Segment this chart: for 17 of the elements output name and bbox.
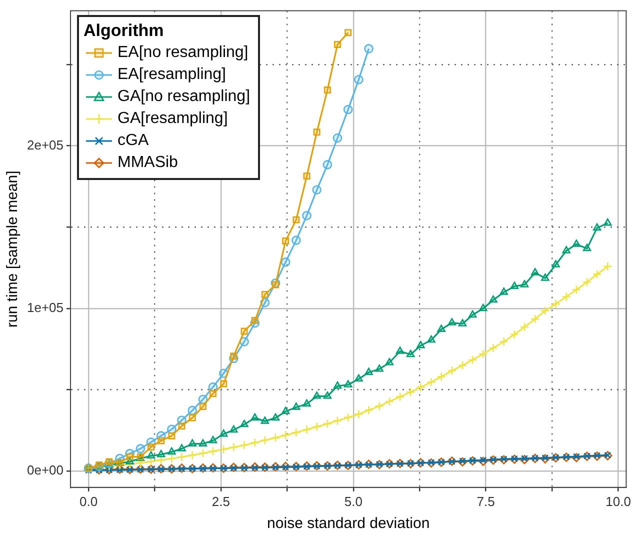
legend-label: cGA [118, 130, 149, 151]
x-tick-label: 10.0 [606, 494, 631, 509]
legend-label: GA[resampling] [118, 108, 228, 129]
legend-label: EA[no resampling] [118, 42, 248, 63]
legend-label: EA[resampling] [118, 64, 226, 85]
x-tick-label: 7.5 [476, 494, 495, 509]
legend-title: Algorithm [84, 20, 165, 42]
y-tick-label: 2e+05 [26, 137, 64, 152]
y-tick-label: 1e+05 [26, 300, 64, 316]
x-tick-label: 5.0 [344, 494, 362, 509]
legend-label: GA[no resampling] [118, 86, 250, 107]
x-tick-label: 0.0 [79, 494, 98, 509]
x-tick-label: 2.5 [212, 494, 230, 509]
legend-label: MMASib [118, 152, 178, 173]
x-axis-title: noise standard deviation [267, 515, 430, 532]
y-axis-title: run time [sample mean] [4, 170, 22, 328]
y-tick-label: 0e+00 [26, 462, 64, 478]
